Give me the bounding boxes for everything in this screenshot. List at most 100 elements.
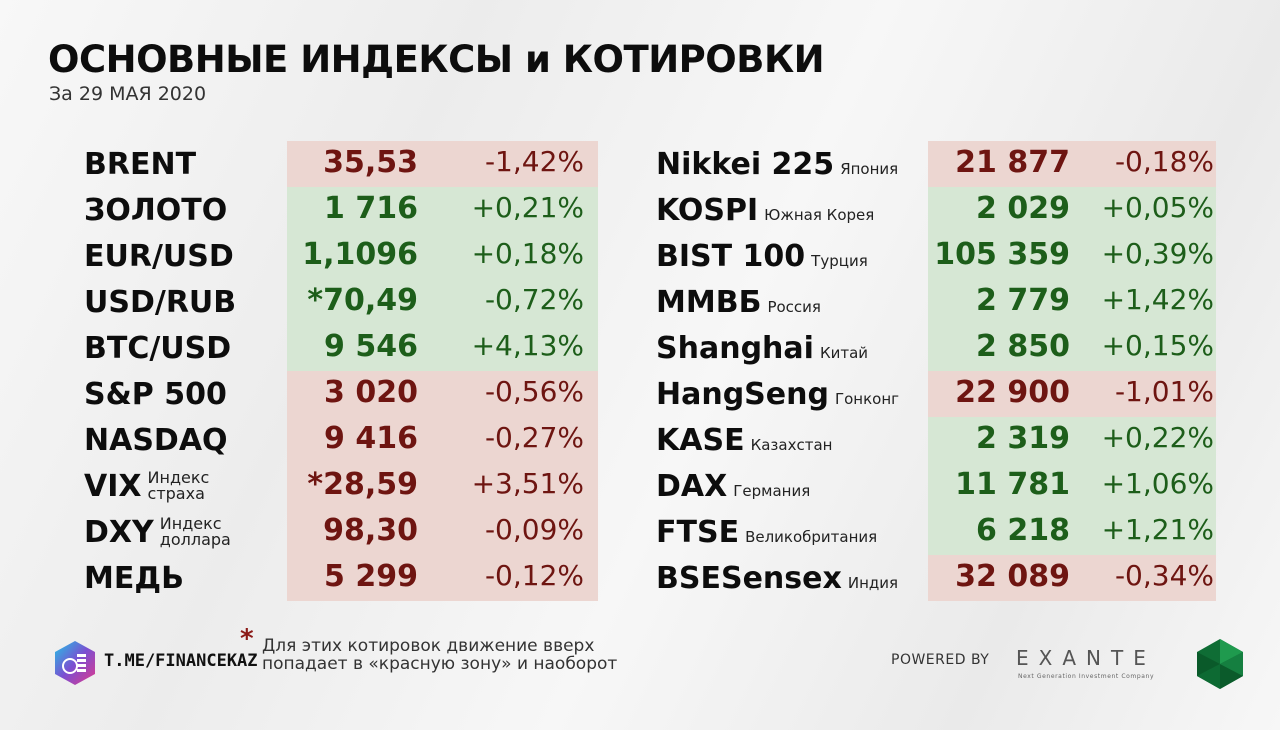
table-row: NASDAQ 9 416 -0,27% <box>84 417 598 463</box>
financekaz-logo-icon <box>55 641 95 685</box>
quote-change: -0,56% <box>484 375 584 408</box>
instrument-name: BTC/USD <box>84 327 231 369</box>
quote-value: 105 359 <box>934 237 1070 272</box>
quote-value: 35,53 <box>323 145 418 180</box>
quote-value: 22 900 <box>955 375 1070 410</box>
zone-background <box>287 141 598 187</box>
table-row: KASE Казахстан 2 319 +0,22% <box>656 417 1216 463</box>
instrument-country: Япония <box>840 160 899 178</box>
quote-change: +0,22% <box>1101 421 1214 454</box>
quote-change: -0,12% <box>484 559 584 592</box>
quote-change: +0,39% <box>1101 237 1214 270</box>
quote-value: *28,59 <box>307 467 418 502</box>
telegram-channel-link[interactable]: T.ME/FINANCEKAZ <box>104 651 258 671</box>
table-row: EUR/USD 1,1096 +0,18% <box>84 233 598 279</box>
quote-change: -1,42% <box>484 145 584 178</box>
zone-background <box>928 555 1216 601</box>
instrument-country: Казахстан <box>750 436 833 454</box>
instrument-name: Nikkei 225 Япония <box>656 143 898 185</box>
instrument-country: Индия <box>847 574 899 592</box>
instrument-name: S&P 500 <box>84 373 227 415</box>
instrument-label: DXY <box>84 514 154 550</box>
instrument-country: Германия <box>733 482 811 500</box>
instrument-label: VIX <box>84 468 142 504</box>
instrument-label: BRENT <box>84 146 197 182</box>
instrument-name: BSESensex Индия <box>656 557 898 599</box>
instrument-label: FTSE <box>656 514 740 550</box>
quote-change: +0,15% <box>1101 329 1214 362</box>
table-row: BRENT 35,53 -1,42% <box>84 141 598 187</box>
quote-change: -1,01% <box>1114 375 1214 408</box>
instrument-label: Nikkei 225 <box>656 146 835 182</box>
instrument-label: BIST 100 <box>656 238 806 274</box>
table-row: BTC/USD 9 546 +4,13% <box>84 325 598 371</box>
instrument-label: USD/RUB <box>84 284 237 320</box>
quote-value: 5 299 <box>324 559 418 594</box>
instrument-label: МЕДЬ <box>84 560 184 596</box>
quote-change: +4,13% <box>471 329 584 362</box>
instrument-name: USD/RUB <box>84 281 236 323</box>
footnote-text: Для этих котировок движение вверх попада… <box>262 636 618 674</box>
exante-brand: EXANTE <box>1016 646 1156 670</box>
instrument-label: S&P 500 <box>84 376 227 412</box>
quote-value: 3 020 <box>324 375 418 410</box>
instrument-name: VIX Индекс страха <box>84 465 209 507</box>
quote-value: 2 319 <box>976 421 1070 456</box>
page-date: За 29 МАЯ 2020 <box>49 83 207 105</box>
instrument-note: Индекс доллара <box>160 516 231 548</box>
quote-value: *70,49 <box>307 283 418 318</box>
table-row: ММВБ Россия 2 779 +1,42% <box>656 279 1216 325</box>
instrument-label: BSESensex <box>656 560 842 596</box>
quote-value: 9 416 <box>324 421 418 456</box>
instrument-country: Турция <box>811 252 868 270</box>
instrument-country: Великобритания <box>745 528 878 546</box>
quote-change: +3,51% <box>471 467 584 500</box>
table-row: FTSE Великобритания 6 218 +1,21% <box>656 509 1216 555</box>
instrument-note-line2: страха <box>147 484 205 503</box>
instrument-note-line1: Индекс <box>147 468 210 487</box>
quote-change: +0,21% <box>471 191 584 224</box>
instrument-name: BRENT <box>84 143 196 185</box>
table-row: VIX Индекс страха *28,59 +3,51% <box>84 463 598 509</box>
quote-value: 32 089 <box>955 559 1070 594</box>
page-title: ОСНОВНЫЕ ИНДЕКСЫ и КОТИРОВКИ <box>48 38 825 81</box>
instrument-country: Гонконг <box>834 390 900 408</box>
table-row: S&P 500 3 020 -0,56% <box>84 371 598 417</box>
table-row: BSESensex Индия 32 089 -0,34% <box>656 555 1216 601</box>
instrument-name: ММВБ Россия <box>656 281 821 323</box>
instrument-label: BTC/USD <box>84 330 232 366</box>
quote-change: -0,18% <box>1114 145 1214 178</box>
quote-value: 11 781 <box>955 467 1070 502</box>
quote-change: +0,05% <box>1101 191 1214 224</box>
table-row: DAX Германия 11 781 +1,06% <box>656 463 1216 509</box>
instrument-name: FTSE Великобритания <box>656 511 877 553</box>
instrument-label: HangSeng <box>656 376 829 412</box>
powered-by-label: POWERED BY <box>891 652 990 668</box>
zone-background <box>928 417 1216 555</box>
table-row: Shanghai Китай 2 850 +0,15% <box>656 325 1216 371</box>
quote-value: 98,30 <box>323 513 418 548</box>
quote-change: -0,27% <box>484 421 584 454</box>
instrument-name: KOSPI Южная Корея <box>656 189 874 231</box>
zone-background <box>287 187 598 371</box>
table-row: USD/RUB *70,49 -0,72% <box>84 279 598 325</box>
instrument-country: Китай <box>819 344 869 362</box>
quote-value: 6 218 <box>976 513 1070 548</box>
instrument-note-line2: доллара <box>159 530 231 549</box>
instrument-label: KASE <box>656 422 745 458</box>
quote-change: +1,21% <box>1101 513 1214 546</box>
quote-change: -0,09% <box>484 513 584 546</box>
instrument-name: ЗОЛОТО <box>84 189 227 231</box>
quote-value: 21 877 <box>955 145 1070 180</box>
instrument-country: Южная Корея <box>764 206 875 224</box>
instrument-name: Shanghai Китай <box>656 327 868 369</box>
quote-value: 9 546 <box>324 329 418 364</box>
instrument-label: DAX <box>656 468 728 504</box>
instrument-label: KOSPI <box>656 192 759 228</box>
table-row: KOSPI Южная Корея 2 029 +0,05% <box>656 187 1216 233</box>
quote-value: 2 779 <box>976 283 1070 318</box>
quote-change: -0,34% <box>1114 559 1214 592</box>
quote-value: 2 850 <box>976 329 1070 364</box>
instrument-name: NASDAQ <box>84 419 228 461</box>
instrument-name: DAX Германия <box>656 465 810 507</box>
